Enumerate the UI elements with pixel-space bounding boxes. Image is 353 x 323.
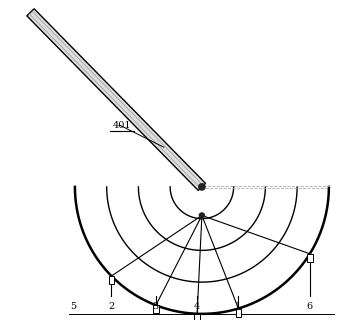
Bar bbox=[153, 305, 159, 313]
Text: 6: 6 bbox=[307, 302, 313, 311]
Text: 5: 5 bbox=[70, 302, 76, 311]
Circle shape bbox=[199, 184, 205, 190]
Text: 2: 2 bbox=[108, 302, 115, 311]
Text: 401: 401 bbox=[113, 121, 132, 130]
Text: 1: 1 bbox=[235, 302, 241, 311]
Bar bbox=[194, 314, 200, 322]
Polygon shape bbox=[27, 9, 205, 191]
Circle shape bbox=[199, 213, 204, 218]
Text: 4: 4 bbox=[194, 302, 200, 311]
Text: 3: 3 bbox=[153, 302, 159, 311]
Bar bbox=[235, 308, 241, 317]
Bar bbox=[109, 276, 114, 284]
Bar bbox=[307, 254, 313, 262]
